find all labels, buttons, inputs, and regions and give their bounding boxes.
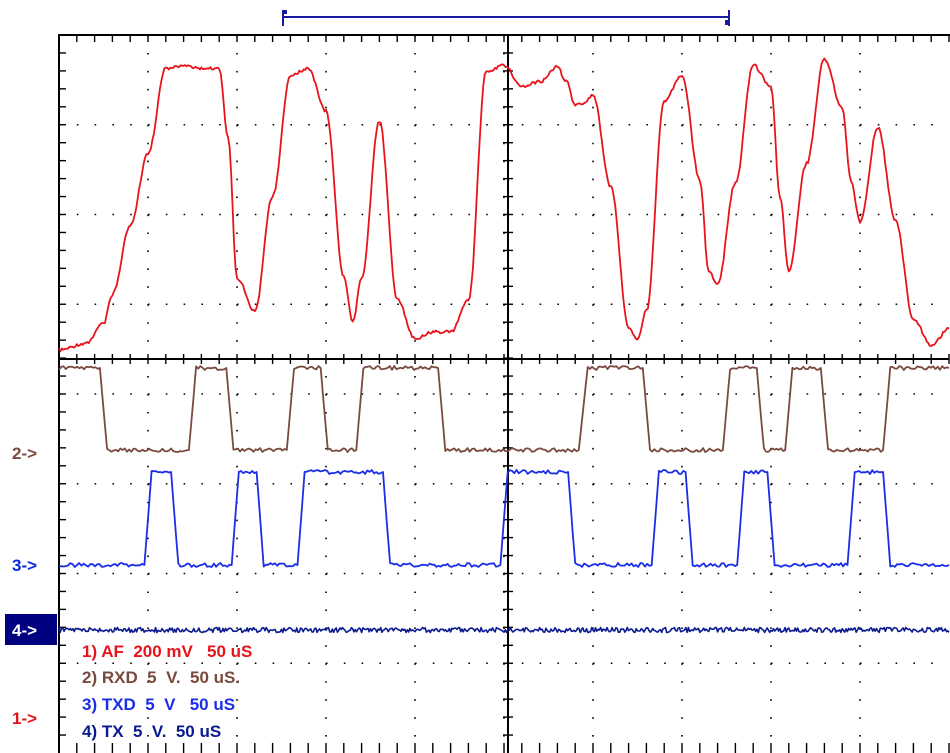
horizontal-position-bracket[interactable] [282, 10, 730, 26]
channel-legend: 1) AF 200 mV 50 uS 2) RXD 5 V. 50 uS. 3)… [82, 642, 252, 741]
trace-channel-2 [58, 365, 950, 453]
legend-channel-1: 1) AF 200 mV 50 uS [82, 642, 252, 661]
channel-2-marker[interactable]: 2-> [12, 444, 37, 463]
channel-4-marker[interactable]: 4-> [12, 621, 37, 640]
channel-3-marker[interactable]: 3-> [12, 556, 37, 575]
waveform-traces [58, 57, 950, 634]
trace-channel-1 [58, 57, 950, 353]
legend-channel-2: 2) RXD 5 V. 50 uS. [82, 668, 240, 687]
channel-4-marker-background [5, 614, 57, 645]
legend-channel-4: 4) TX 5 V. 50 uS [82, 722, 221, 741]
channel-1-marker[interactable]: 1-> [12, 709, 37, 728]
channel-markers: 2-> 3-> 4-> 1-> [5, 444, 57, 728]
legend-channel-3: 3) TXD 5 V 50 uS [82, 695, 235, 714]
trace-channel-4 [58, 626, 950, 634]
trace-channel-3 [58, 469, 950, 568]
graticule [58, 34, 950, 753]
